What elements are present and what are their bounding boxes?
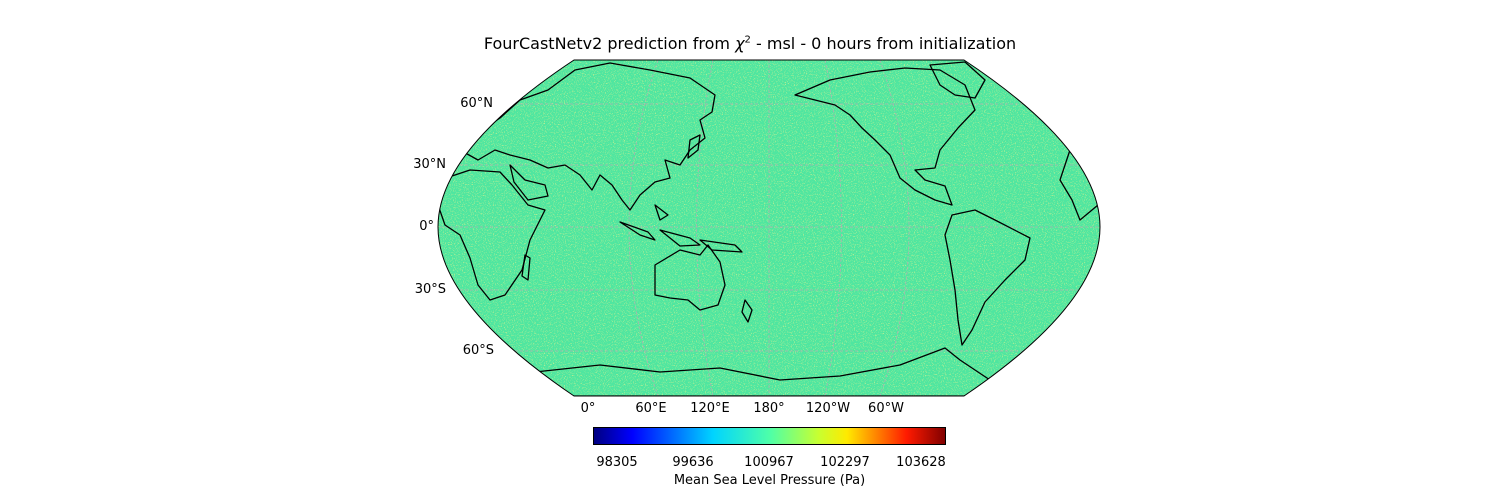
lon-label-120w: 120°W <box>805 401 851 416</box>
title-suffix: - msl - 0 hours from initialization <box>750 34 1017 53</box>
colorbar-tick: 99636 <box>672 455 714 470</box>
title-chi-symbol: χ <box>735 34 745 53</box>
lon-label-60w: 60°W <box>868 401 904 416</box>
lon-label-180: 180° <box>753 401 785 416</box>
colorbar-gradient <box>593 427 946 445</box>
title-superscript: 2 <box>744 34 751 46</box>
colorbar <box>593 427 946 445</box>
colorbar-tick: 102297 <box>820 455 870 470</box>
colorbar-tick: 98305 <box>596 455 638 470</box>
lon-label-60e: 60°E <box>635 401 667 416</box>
lat-label-equator: 0° <box>419 219 434 234</box>
lat-label-30n: 30°N <box>413 157 446 172</box>
lat-label-60n: 60°N <box>460 96 493 111</box>
coastlines <box>438 61 1099 396</box>
colorbar-label: Mean Sea Level Pressure (Pa) <box>673 473 866 488</box>
figure-title: FourCastNetv2 prediction from χ2 - msl -… <box>0 34 1500 53</box>
lat-label-30s: 30°S <box>414 282 446 297</box>
map-plot <box>437 59 1101 397</box>
colorbar-tick: 103628 <box>896 455 946 470</box>
colorbar-tick: 100967 <box>744 455 794 470</box>
map-outline <box>437 59 1101 397</box>
gridlines <box>438 60 1100 396</box>
lat-label-60s: 60°S <box>462 343 494 358</box>
title-prefix: FourCastNetv2 prediction from <box>483 34 736 53</box>
lon-label-120e: 120°E <box>690 401 730 416</box>
lon-label-0: 0° <box>580 401 596 416</box>
